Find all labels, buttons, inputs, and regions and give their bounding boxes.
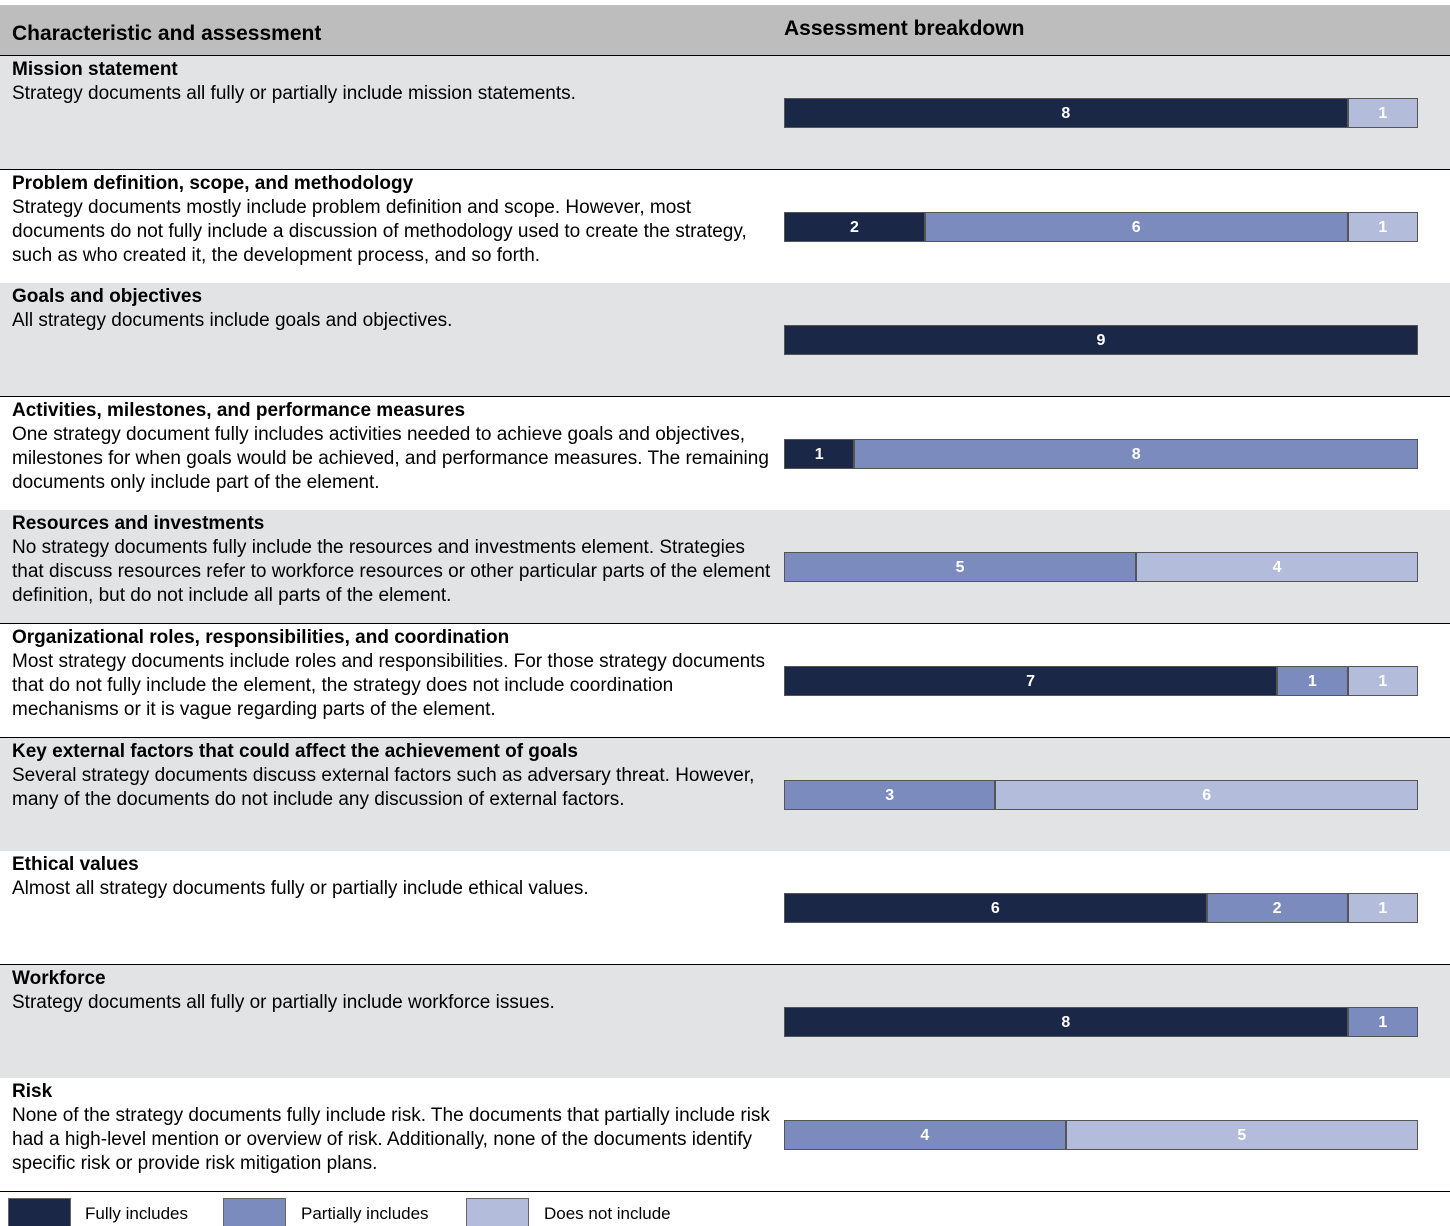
row-description: Almost all strategy documents fully or p… bbox=[12, 878, 589, 900]
bar-segment bbox=[784, 552, 1137, 583]
bar-value-label: 4 bbox=[1272, 559, 1282, 577]
bar-value-label: 1 bbox=[1307, 673, 1317, 690]
bar-value-label: 3 bbox=[885, 786, 895, 804]
bar-segment bbox=[1065, 1120, 1418, 1151]
bar-segment bbox=[1206, 893, 1348, 924]
bar-value-label: 4 bbox=[920, 1127, 930, 1145]
bar-segment bbox=[1277, 666, 1348, 696]
row-description: Strategy documents all fully or partiall… bbox=[12, 991, 555, 1013]
bar-value-label: 1 bbox=[814, 445, 824, 463]
row-description: Several strategy documents discuss exter… bbox=[12, 764, 755, 810]
bar-segment bbox=[1347, 893, 1418, 924]
row-title: Problem definition, scope, and methodolo… bbox=[12, 172, 414, 194]
bar-segment bbox=[784, 1006, 1348, 1037]
header: Characteristic and assessment Assessment… bbox=[0, 5, 1450, 56]
bar-segment bbox=[784, 325, 1418, 356]
bar-segment bbox=[784, 893, 1207, 924]
row-title: Organizational roles, responsibilities, … bbox=[12, 627, 510, 648]
row-title: Workforce bbox=[12, 967, 106, 989]
bar-segment bbox=[1347, 1006, 1418, 1037]
bar-segment bbox=[1347, 211, 1418, 242]
header-right: Assessment breakdown bbox=[784, 17, 1025, 40]
table-row: Resources and investments No strategy doc… bbox=[0, 510, 1450, 625]
row-title: Goals and objectives bbox=[12, 286, 203, 308]
bar-value-label: 6 bbox=[990, 900, 1000, 918]
stacked-bar: 6 2 1 bbox=[784, 893, 1418, 924]
bar-segment bbox=[784, 779, 996, 810]
table-row: Problem definition, scope, and methodolo… bbox=[0, 169, 1450, 284]
row-description: None of the strategy documents fully inc… bbox=[12, 1105, 770, 1175]
bar-value-label: 2 bbox=[1272, 900, 1282, 918]
table-row: Activities, milestones, and performance … bbox=[0, 396, 1450, 511]
row-title: Resources and investments bbox=[12, 513, 265, 535]
bar-value-label: 5 bbox=[955, 559, 965, 577]
row-title: Risk bbox=[12, 1081, 53, 1103]
legend-swatch bbox=[466, 1198, 529, 1226]
bar-segment bbox=[995, 779, 1418, 810]
bar-value-label: 6 bbox=[1202, 786, 1212, 804]
row-description: Strategy documents mostly include proble… bbox=[12, 196, 747, 266]
row-title: Mission statement bbox=[12, 59, 178, 80]
legend-label: Partially includes bbox=[301, 1204, 429, 1223]
legend-label: Fully includes bbox=[85, 1204, 188, 1223]
bar-value-label: 1 bbox=[1378, 900, 1388, 918]
bar-value-label: 1 bbox=[1378, 1013, 1388, 1031]
bar-value-label: 5 bbox=[1237, 1127, 1247, 1145]
bar-value-label: 8 bbox=[1061, 1013, 1071, 1031]
stacked-bar: 9 bbox=[784, 325, 1418, 356]
bar-segment bbox=[924, 211, 1348, 242]
bar-value-label: 1 bbox=[1378, 218, 1388, 236]
bar-segment bbox=[1347, 98, 1418, 128]
bar-value-label: 9 bbox=[1096, 332, 1106, 350]
row-description: All strategy documents include goals and… bbox=[12, 310, 453, 332]
table-row: Organizational roles, responsibilities, … bbox=[0, 624, 1450, 739]
bar-value-label: 6 bbox=[1131, 218, 1141, 236]
bar-segment bbox=[854, 438, 1418, 469]
table-row: Mission statement Strategy documents all … bbox=[0, 56, 1450, 171]
legend-label: Does not include bbox=[544, 1204, 671, 1223]
bar-value-label: 1 bbox=[1378, 105, 1388, 122]
table-row: Key external factors that could affect t… bbox=[0, 737, 1450, 852]
bar-segment bbox=[784, 98, 1348, 128]
legend-swatch bbox=[8, 1198, 71, 1226]
bar-value-label: 8 bbox=[1131, 445, 1141, 463]
row-description: No strategy documents fully include the … bbox=[12, 537, 771, 607]
bar-segment bbox=[784, 666, 1278, 696]
header-left: Characteristic and assessment bbox=[12, 22, 322, 45]
table-row: Risk None of the strategy documents fully… bbox=[0, 1078, 1450, 1193]
row-title: Key external factors that could affect t… bbox=[12, 740, 578, 762]
row-title: Activities, milestones, and performance … bbox=[12, 399, 466, 421]
bar-value-label: 7 bbox=[1026, 673, 1035, 690]
stacked-bar: 2 6 1 bbox=[784, 211, 1418, 242]
bar-segment bbox=[784, 1120, 1066, 1151]
table-row: Workforce Strategy documents all fully or… bbox=[0, 964, 1450, 1079]
stacked-bar: 7 1 1 bbox=[784, 666, 1418, 696]
table-row: Ethical values Almost all strategy docume… bbox=[0, 851, 1450, 966]
table-row: Goals and objectives All strategy documen… bbox=[0, 283, 1450, 398]
row-title: Ethical values bbox=[12, 854, 139, 876]
bar-segment bbox=[784, 438, 855, 469]
row-description: One strategy document fully includes act… bbox=[12, 423, 769, 493]
bar-segment bbox=[784, 211, 925, 242]
row-description: Strategy documents all fully or partiall… bbox=[12, 83, 576, 104]
row-description: Most strategy documents include roles an… bbox=[12, 651, 765, 720]
bar-segment bbox=[1136, 552, 1418, 583]
legend-swatch bbox=[223, 1198, 286, 1226]
bar-value-label: 2 bbox=[849, 218, 859, 236]
bar-segment bbox=[1347, 666, 1418, 696]
bar-value-label: 1 bbox=[1378, 673, 1388, 690]
bar-value-label: 8 bbox=[1061, 105, 1071, 122]
